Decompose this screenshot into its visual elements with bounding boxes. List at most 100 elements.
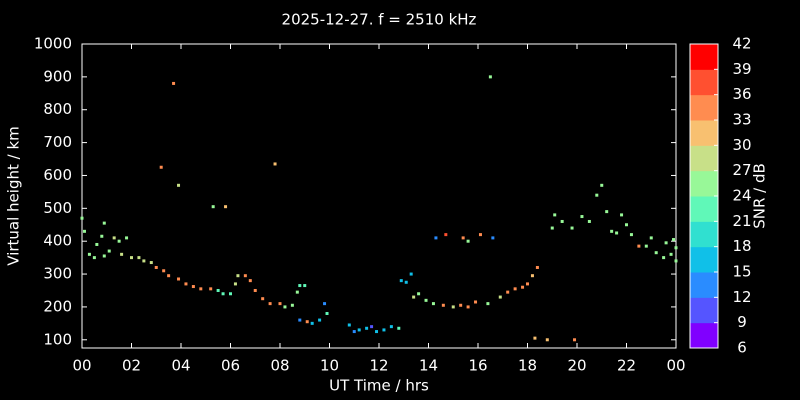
x-tick-label: 06 bbox=[221, 357, 240, 375]
data-point bbox=[177, 183, 181, 187]
data-point bbox=[478, 233, 482, 237]
data-point bbox=[545, 338, 549, 342]
data-point bbox=[216, 288, 220, 292]
y-tick-label: 800 bbox=[43, 100, 72, 118]
data-point bbox=[412, 295, 416, 299]
data-point bbox=[80, 216, 84, 220]
data-point bbox=[644, 244, 648, 248]
data-point bbox=[417, 292, 421, 296]
data-point bbox=[466, 305, 470, 309]
data-point bbox=[248, 279, 252, 283]
colorbar-tick-label: 39 bbox=[732, 60, 751, 78]
data-point bbox=[137, 256, 141, 260]
data-point bbox=[82, 229, 86, 233]
data-point bbox=[209, 287, 213, 291]
x-axis-label: UT Time / hrs bbox=[329, 377, 429, 395]
data-point bbox=[102, 254, 106, 258]
y-axis-label: Virtual height / km bbox=[5, 126, 23, 265]
data-point bbox=[595, 193, 599, 197]
data-point bbox=[397, 326, 401, 330]
data-point bbox=[498, 295, 502, 299]
data-point bbox=[533, 336, 537, 340]
data-point bbox=[466, 239, 470, 243]
data-point bbox=[459, 303, 463, 307]
data-point bbox=[107, 249, 111, 253]
y-tick-label: 700 bbox=[43, 133, 72, 151]
colorbar-tick-label: 24 bbox=[732, 187, 751, 205]
y-tick-label: 1000 bbox=[34, 35, 72, 53]
x-tick-label: 14 bbox=[419, 357, 438, 375]
colorbar-label: SNR / dB bbox=[751, 163, 769, 229]
data-point bbox=[669, 252, 673, 256]
data-point bbox=[674, 259, 678, 263]
data-point bbox=[268, 302, 272, 306]
x-tick-label: 12 bbox=[369, 357, 388, 375]
data-point bbox=[117, 239, 121, 243]
colorbar-tick-label: 12 bbox=[732, 288, 751, 306]
x-tick-label: 00 bbox=[666, 357, 685, 375]
data-point bbox=[357, 328, 361, 332]
data-point bbox=[570, 226, 574, 230]
colorbar-tick-label: 15 bbox=[732, 263, 751, 281]
y-tick-label: 500 bbox=[43, 199, 72, 217]
data-point bbox=[491, 236, 495, 240]
data-point bbox=[434, 236, 438, 240]
colorbar-segment bbox=[690, 170, 718, 197]
data-point bbox=[506, 290, 510, 294]
colorbar-tick-label: 21 bbox=[732, 212, 751, 230]
y-tick-label: 300 bbox=[43, 265, 72, 283]
x-tick-label: 08 bbox=[270, 357, 289, 375]
data-point bbox=[154, 265, 158, 269]
data-point bbox=[488, 75, 492, 79]
colorbar-segment bbox=[690, 246, 718, 273]
data-point bbox=[100, 234, 104, 238]
x-tick-label: 00 bbox=[72, 357, 91, 375]
x-tick-label: 02 bbox=[122, 357, 141, 375]
data-point bbox=[560, 219, 564, 223]
data-point bbox=[318, 318, 322, 322]
data-point bbox=[615, 231, 619, 235]
data-point bbox=[610, 229, 614, 233]
y-tick-label: 600 bbox=[43, 166, 72, 184]
chart-title: 2025-12-27. f = 2510 kHz bbox=[282, 11, 477, 29]
data-point bbox=[211, 205, 215, 209]
data-point bbox=[672, 238, 676, 242]
colorbar-segment bbox=[690, 44, 718, 70]
data-point bbox=[409, 272, 413, 276]
y-tick-label: 200 bbox=[43, 297, 72, 315]
data-point bbox=[451, 305, 455, 309]
data-point bbox=[92, 256, 96, 260]
data-point bbox=[298, 284, 302, 288]
data-point bbox=[530, 274, 534, 278]
colorbar-segment bbox=[690, 297, 718, 324]
data-point bbox=[382, 328, 386, 332]
data-point bbox=[370, 325, 374, 329]
data-point bbox=[229, 292, 232, 296]
data-point bbox=[177, 277, 181, 281]
data-point bbox=[573, 338, 577, 342]
colorbar-segment bbox=[690, 94, 718, 121]
data-point bbox=[303, 284, 307, 288]
plot-frame bbox=[81, 43, 677, 349]
colorbar-tick-label: 6 bbox=[737, 339, 747, 357]
data-point bbox=[629, 233, 633, 237]
data-point bbox=[142, 259, 146, 263]
data-point bbox=[444, 233, 448, 237]
data-point bbox=[513, 287, 517, 291]
data-point bbox=[172, 81, 176, 85]
data-point bbox=[352, 330, 356, 334]
data-point bbox=[233, 282, 237, 286]
colorbar-tick-label: 18 bbox=[732, 237, 751, 255]
data-point bbox=[159, 165, 163, 169]
data-point bbox=[290, 303, 294, 307]
data-point bbox=[283, 305, 287, 309]
data-point bbox=[167, 274, 171, 278]
y-tick-label: 100 bbox=[43, 330, 72, 348]
data-point bbox=[253, 288, 257, 292]
data-point bbox=[424, 298, 428, 302]
data-point bbox=[587, 219, 591, 223]
data-point bbox=[199, 287, 203, 291]
data-point bbox=[654, 251, 658, 255]
x-tick-label: 04 bbox=[171, 357, 190, 375]
